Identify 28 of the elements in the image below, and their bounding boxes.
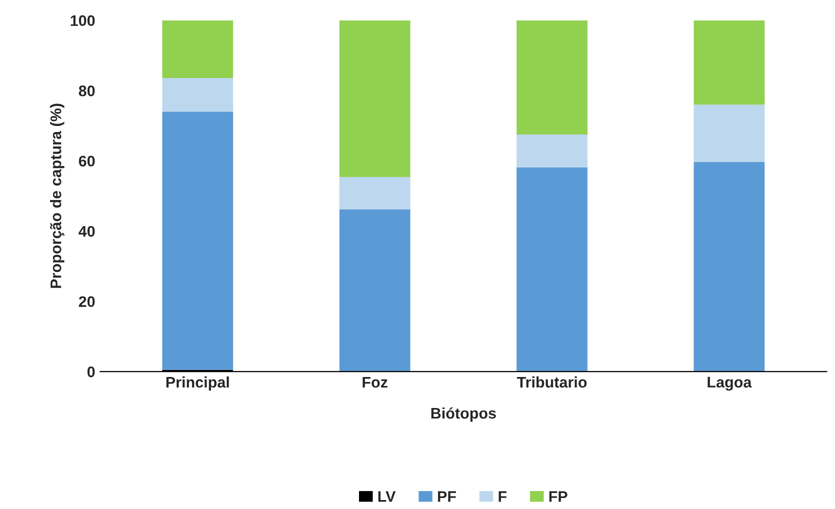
y-tick-label: 60 bbox=[78, 156, 95, 167]
bar bbox=[694, 104, 765, 162]
legend-label: FP bbox=[549, 491, 568, 502]
x-tick-label: Lagoa bbox=[708, 376, 752, 391]
x-axis-title: Biótopos bbox=[431, 407, 496, 422]
bar bbox=[516, 168, 588, 372]
bar bbox=[162, 20, 234, 78]
bar bbox=[162, 78, 234, 112]
legend-label: F bbox=[498, 491, 507, 502]
x-tick-label: Foz bbox=[362, 376, 388, 388]
bar bbox=[516, 20, 588, 135]
y-axis-title: Proporção de captura (%) bbox=[50, 104, 64, 288]
bar bbox=[339, 20, 410, 177]
legend-label: PF bbox=[438, 491, 456, 502]
bar bbox=[339, 209, 410, 372]
y-tick-label: 20 bbox=[78, 296, 95, 308]
bar bbox=[339, 177, 410, 210]
y-tick-label: 100 bbox=[70, 15, 95, 26]
y-tick-label: 40 bbox=[78, 226, 95, 237]
bar bbox=[694, 162, 765, 372]
bar bbox=[694, 20, 765, 105]
bar bbox=[162, 112, 234, 370]
bar bbox=[516, 134, 588, 168]
x-tick-label: Principal bbox=[166, 376, 229, 391]
y-tick-label: 80 bbox=[78, 85, 95, 96]
x-tick-label: Tributario bbox=[516, 376, 587, 388]
legend-label: LV bbox=[378, 491, 396, 502]
y-tick-label: 0 bbox=[87, 366, 95, 378]
